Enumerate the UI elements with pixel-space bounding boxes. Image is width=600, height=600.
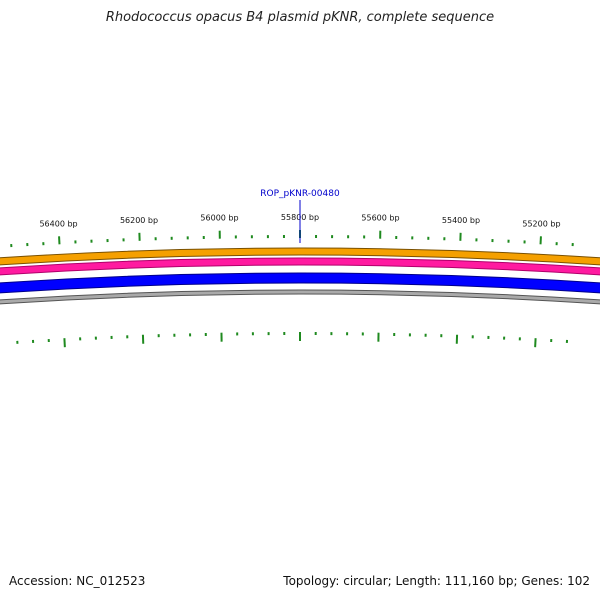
gene-label: ROP_pKNR-00480 [260,189,340,199]
tick-label: 56400 bp [39,219,77,228]
track-gray [0,289,600,305]
tick-label: 56200 bp [120,216,158,225]
topology-summary: Topology: circular; Length: 111,160 bp; … [283,574,590,588]
tick-label: 56000 bp [200,214,238,223]
inner-tick-ring [16,332,569,348]
outer-tick-ring [10,230,574,248]
tick-label: 55200 bp [522,219,560,228]
gene-annotations: ROP_pKNR-00480 [260,189,340,243]
track-magenta [0,257,600,276]
tick-label: 55600 bp [361,214,399,223]
map-title: Rhodococcus opacus B4 plasmid pKNR, comp… [105,10,495,25]
feature-tracks [0,247,600,305]
accession-label: Accession: NC_012523 [9,574,146,588]
tick-label: 55400 bp [442,216,480,225]
track-blue [0,272,600,294]
track-orange [0,247,600,266]
